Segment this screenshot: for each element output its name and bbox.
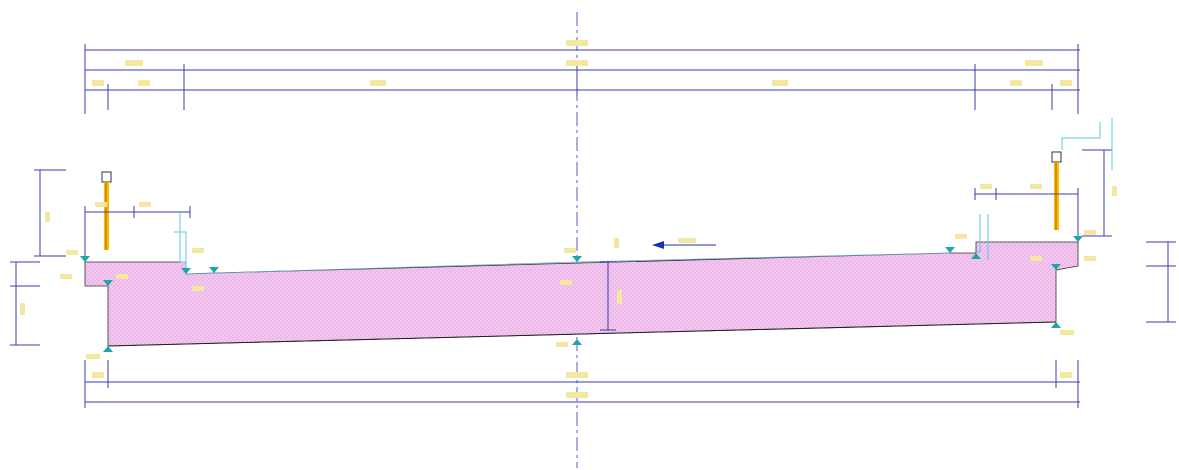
centerline-depth-dimension <box>600 261 616 331</box>
deck-section <box>84 241 1079 347</box>
right-barrier-icon <box>1051 151 1062 230</box>
top-dimension-labels <box>92 40 1072 86</box>
bottom-dimension-labels <box>92 372 1072 398</box>
deck-top-surface <box>185 252 951 275</box>
slope-arrow-icon <box>652 238 716 249</box>
right-leader <box>976 118 1113 260</box>
top-dimension-chains <box>84 44 1080 114</box>
elevation-labels <box>60 230 1096 359</box>
left-dimension-marks <box>10 169 191 346</box>
right-dimension-marks <box>974 149 1176 323</box>
bottom-dimension-chains <box>84 360 1080 408</box>
left-leader <box>174 212 187 270</box>
deck-soffit <box>107 321 1057 347</box>
left-barrier-icon <box>101 171 112 250</box>
elevation-marker-icon <box>80 236 1083 352</box>
